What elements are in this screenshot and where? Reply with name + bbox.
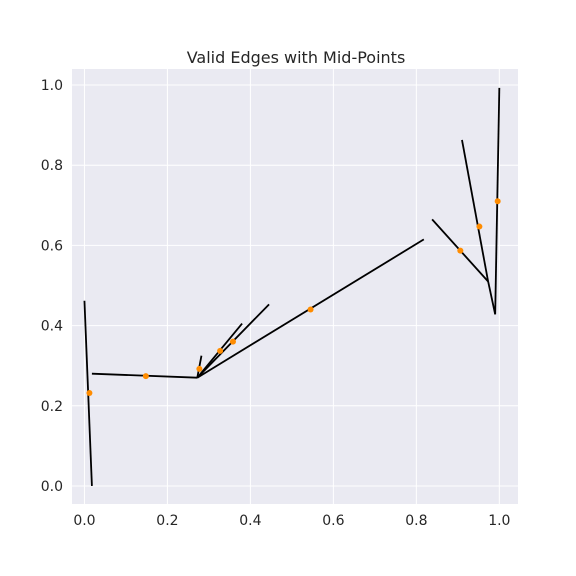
x-tick-label: 0.4 bbox=[239, 513, 261, 529]
chart-title: Valid Edges with Mid-Points bbox=[187, 48, 406, 67]
x-tick-label: 0.8 bbox=[405, 513, 427, 529]
y-tick-label: 0.6 bbox=[41, 238, 63, 254]
edge-line-8 bbox=[487, 281, 497, 315]
edge-line-7 bbox=[461, 139, 490, 282]
x-axis-ticks: 0.0 0.2 0.4 0.6 0.8 1.0 bbox=[73, 513, 510, 529]
midpoint-marker-3 bbox=[217, 347, 224, 354]
midpoint-marker-2 bbox=[196, 365, 203, 372]
grid-layer bbox=[72, 69, 518, 504]
midpoint-marker-5 bbox=[307, 306, 314, 313]
y-tick-label: 1.0 bbox=[41, 78, 63, 94]
midpoint-marker-0 bbox=[86, 389, 93, 396]
x-tick-label: 1.0 bbox=[488, 513, 510, 529]
midpoint-marker-4 bbox=[229, 338, 236, 345]
y-axis-ticks: 0.0 0.2 0.4 0.6 0.8 1.0 bbox=[41, 78, 63, 495]
y-tick-label: 0.8 bbox=[41, 158, 63, 174]
x-tick-label: 0.0 bbox=[73, 513, 95, 529]
midpoint-layer bbox=[86, 198, 501, 396]
y-tick-label: 0.4 bbox=[41, 319, 63, 335]
x-tick-label: 0.6 bbox=[322, 513, 344, 529]
plot-area-background bbox=[72, 69, 518, 504]
midpoint-marker-1 bbox=[142, 373, 149, 380]
y-tick-label: 0.2 bbox=[41, 399, 63, 415]
x-tick-label: 0.2 bbox=[156, 513, 178, 529]
y-tick-label: 0.0 bbox=[41, 479, 63, 495]
midpoint-marker-8 bbox=[494, 198, 501, 205]
midpoint-marker-7 bbox=[476, 223, 483, 230]
midpoint-marker-6 bbox=[457, 247, 464, 254]
